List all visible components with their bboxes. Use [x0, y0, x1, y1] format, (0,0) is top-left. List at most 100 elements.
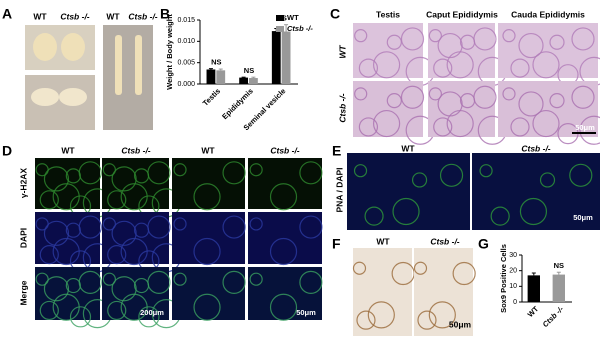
x-tick-label: Testis: [201, 86, 222, 107]
label: C: [330, 6, 340, 22]
tissue: [386, 92, 402, 109]
tissue: [222, 270, 246, 294]
tissue: [353, 164, 368, 178]
tissue: [299, 215, 323, 239]
tissue: [193, 293, 221, 321]
image-texture: [249, 270, 323, 321]
annotation: NS: [554, 261, 564, 270]
label: Ctsb -/-: [60, 11, 89, 21]
tissue: [354, 29, 368, 43]
label: B: [160, 6, 170, 22]
tissue: [35, 272, 49, 286]
tissue: [510, 58, 530, 78]
tissue: [411, 172, 428, 188]
tissue: [43, 166, 70, 192]
tissue: [133, 168, 150, 184]
image-texture: [173, 161, 246, 211]
label: PNA / DAPI: [334, 167, 344, 212]
tissue: [518, 32, 544, 59]
image: [353, 248, 412, 336]
tissue: [433, 58, 453, 78]
tissue: [120, 183, 148, 211]
epididymis: [31, 88, 59, 106]
y-axis-label: Sox9 Positive Cells: [499, 244, 508, 313]
label: WT: [376, 236, 390, 246]
label: Ctsb -/-: [121, 145, 150, 155]
tissue: [358, 58, 378, 78]
tissue: [364, 206, 384, 226]
tissue: [65, 168, 81, 184]
legend-label: Ctsb -/-: [287, 24, 313, 33]
label: Ctsb -/-: [270, 145, 299, 155]
tissue: [269, 293, 298, 321]
image-texture: [35, 215, 113, 273]
tissue: [354, 87, 368, 101]
image: [498, 23, 598, 78]
legend-label: WT: [287, 13, 299, 22]
label: Testis: [376, 9, 400, 19]
tissue: [356, 310, 376, 330]
image: [103, 25, 153, 130]
tissue: [437, 32, 463, 59]
label: E: [332, 143, 341, 159]
bar: [552, 274, 565, 302]
y-tick-label: 30: [509, 252, 517, 259]
tissue: [490, 206, 510, 226]
tissue: [193, 183, 221, 211]
tissue: [107, 300, 127, 321]
label: DAPI: [18, 228, 28, 248]
tissue: [269, 183, 298, 211]
tissue: [43, 220, 70, 246]
tissue: [65, 222, 81, 238]
vesicle: [135, 35, 142, 95]
tissue: [452, 261, 476, 286]
label: Caput Epididymis: [426, 9, 498, 19]
tissue: [367, 301, 395, 329]
tissue: [52, 183, 80, 211]
bar: [216, 70, 226, 84]
label: γ-H2AX: [18, 168, 28, 199]
tissue: [518, 91, 544, 117]
tissue: [569, 163, 593, 187]
bar: [249, 78, 258, 84]
tissue: [222, 215, 246, 239]
x-tick-label: Ctsb -/-: [541, 304, 566, 329]
tissue: [549, 34, 565, 50]
tissue: [400, 27, 425, 51]
label: Ctsb -/-: [430, 236, 459, 246]
tissue: [133, 277, 150, 294]
label: WT: [106, 11, 120, 21]
image: [472, 153, 600, 230]
tissue: [373, 109, 401, 138]
tissue: [459, 34, 476, 50]
tissue: [352, 261, 367, 275]
image-texture: [352, 261, 415, 330]
bar: [281, 31, 291, 84]
bar: [206, 69, 216, 84]
testis: [61, 33, 85, 61]
y-tick-label: 0: [513, 299, 517, 306]
tissue: [39, 245, 59, 265]
epididymis: [59, 88, 87, 106]
image-texture: [249, 161, 323, 211]
image-texture: [353, 163, 464, 226]
tissue: [173, 272, 187, 286]
label: F: [332, 236, 341, 252]
tissue: [532, 109, 560, 138]
tissue: [102, 272, 116, 286]
label: WT: [401, 143, 415, 153]
image: [353, 23, 423, 78]
image-texture: [413, 261, 476, 330]
image-texture: [502, 85, 600, 145]
label: 50μm: [575, 123, 595, 132]
bar: [527, 275, 540, 302]
label: G: [478, 236, 489, 252]
tissue: [111, 220, 137, 246]
tissue: [222, 161, 246, 185]
tissue: [459, 92, 476, 109]
tissue: [400, 85, 425, 109]
label: 50μm: [573, 213, 593, 222]
label: Ctsb -/-: [521, 143, 550, 153]
tissue: [428, 29, 442, 43]
